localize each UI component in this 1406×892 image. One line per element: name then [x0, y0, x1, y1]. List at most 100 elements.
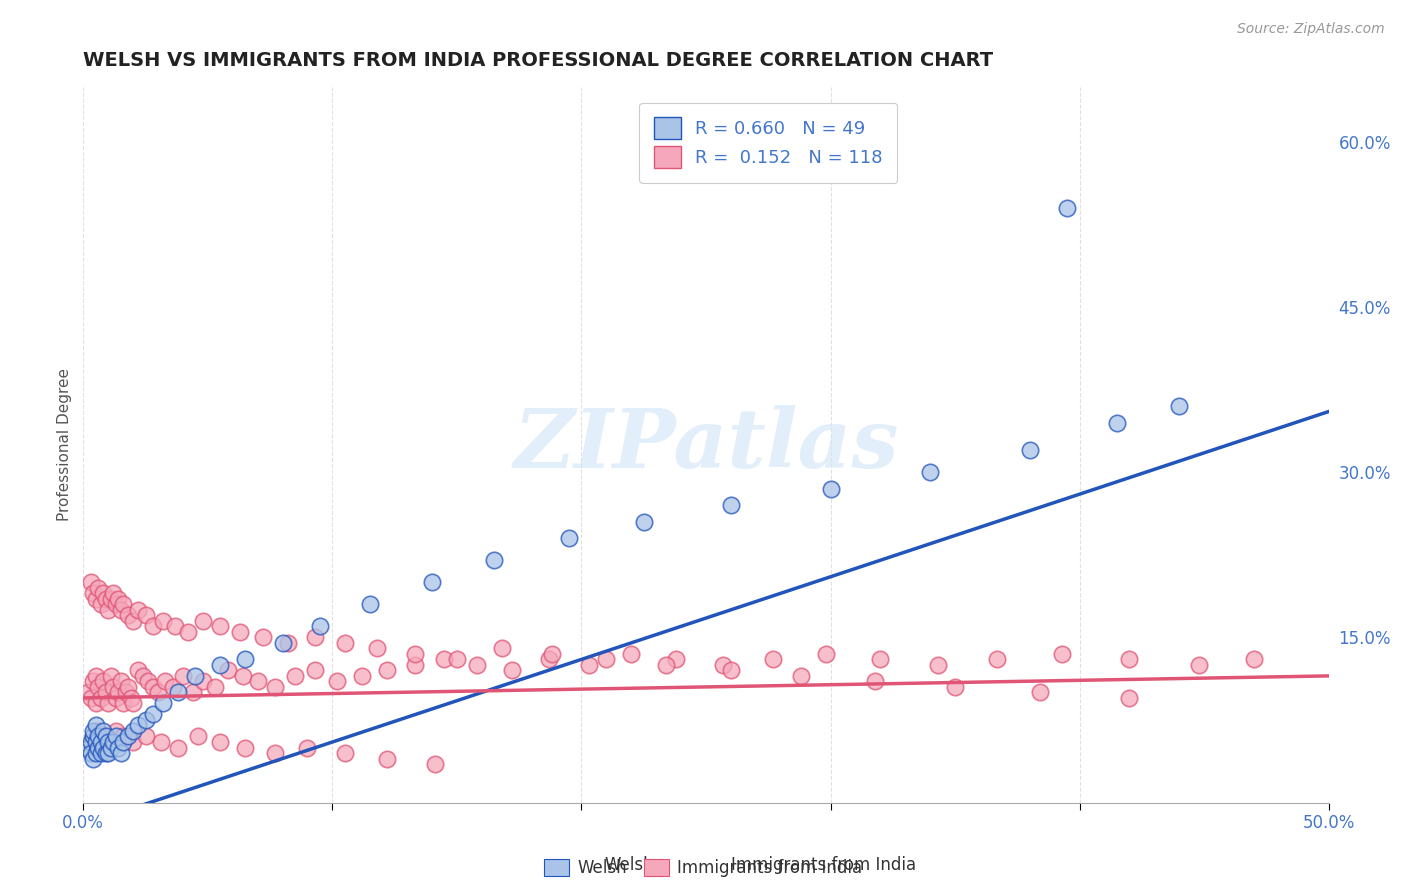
Point: [789, 669, 811, 683]
Point: [97, 603, 120, 617]
Point: [152, 614, 174, 628]
Point: [375, 664, 398, 678]
Point: [80, 746, 103, 760]
Point: [986, 652, 1008, 666]
Point: [90, 746, 112, 760]
Point: [152, 697, 174, 711]
Point: [107, 685, 129, 699]
Point: [82, 730, 104, 744]
Point: [217, 664, 239, 678]
Point: [446, 652, 468, 666]
Point: [209, 735, 232, 749]
Point: [595, 652, 617, 666]
Point: [90, 690, 112, 705]
Point: [1188, 657, 1211, 672]
Point: [540, 647, 562, 661]
Point: [501, 664, 523, 678]
Point: [655, 657, 678, 672]
Point: [1168, 399, 1191, 413]
Point: [142, 707, 165, 722]
Point: [465, 657, 488, 672]
Point: [94, 685, 117, 699]
Point: [375, 751, 398, 765]
Point: [87, 723, 110, 738]
Point: [233, 652, 256, 666]
Point: [91, 730, 114, 744]
Point: [122, 723, 145, 738]
Point: [665, 652, 688, 666]
Point: [84, 746, 107, 760]
Point: [104, 690, 127, 705]
Point: [204, 680, 226, 694]
Point: [82, 674, 104, 689]
Point: [162, 680, 184, 694]
Point: [264, 680, 287, 694]
Point: [94, 746, 117, 760]
Point: [132, 669, 155, 683]
Point: [122, 735, 145, 749]
Point: [927, 657, 949, 672]
Point: [117, 680, 139, 694]
Point: [112, 697, 135, 711]
Point: [187, 730, 209, 744]
Point: [177, 624, 200, 639]
Point: [209, 657, 232, 672]
Point: [433, 652, 456, 666]
Legend: Welsh, Immigrants from India: Welsh, Immigrants from India: [537, 852, 869, 884]
Point: [920, 465, 942, 479]
Point: [149, 735, 172, 749]
Point: [865, 674, 887, 689]
Point: [101, 586, 124, 600]
Point: [84, 735, 107, 749]
Point: [114, 685, 136, 699]
Point: [1118, 652, 1140, 666]
Point: [538, 652, 561, 666]
Point: [491, 641, 513, 656]
Point: [142, 680, 165, 694]
Point: [110, 603, 132, 617]
Point: [104, 597, 127, 611]
Point: [359, 597, 381, 611]
Point: [84, 718, 107, 732]
Point: [107, 591, 129, 606]
Text: Immigrants from India: Immigrants from India: [731, 856, 917, 874]
Point: [80, 735, 103, 749]
Point: [112, 735, 135, 749]
Point: [77, 740, 100, 755]
Point: [1105, 416, 1128, 430]
Point: [191, 614, 214, 628]
Point: [1018, 443, 1040, 458]
Point: [1243, 652, 1265, 666]
Point: [620, 647, 643, 661]
Point: [84, 591, 107, 606]
Point: [82, 751, 104, 765]
Point: [1052, 647, 1074, 661]
Point: [104, 723, 127, 738]
Point: [264, 746, 287, 760]
Point: [127, 603, 149, 617]
Point: [90, 597, 112, 611]
Point: [233, 740, 256, 755]
Point: [100, 740, 122, 755]
Point: [252, 631, 274, 645]
Text: ZIPatlas: ZIPatlas: [513, 405, 898, 484]
Point: [120, 690, 142, 705]
Point: [309, 619, 332, 633]
Point: [172, 669, 194, 683]
Point: [633, 515, 655, 529]
Point: [82, 730, 104, 744]
Point: [91, 586, 114, 600]
Point: [820, 482, 842, 496]
Point: [90, 735, 112, 749]
Point: [101, 680, 124, 694]
Point: [117, 730, 139, 744]
Point: [135, 713, 157, 727]
Point: [1029, 685, 1052, 699]
Point: [814, 647, 837, 661]
Point: [110, 674, 132, 689]
Point: [229, 624, 252, 639]
Point: [720, 498, 742, 512]
Point: [558, 531, 581, 545]
Point: [404, 657, 426, 672]
Point: [82, 586, 104, 600]
